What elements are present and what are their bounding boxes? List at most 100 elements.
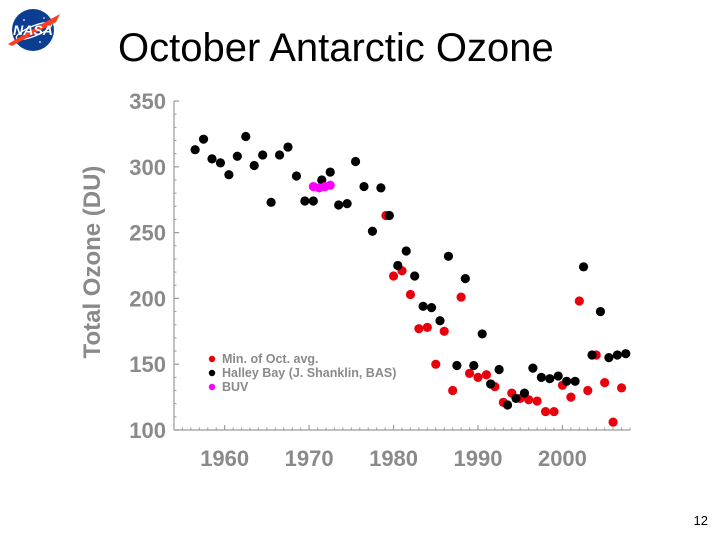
data-point (600, 378, 610, 388)
data-point (456, 292, 466, 302)
data-point (583, 385, 593, 396)
series-2 (308, 180, 335, 193)
logo-text: NASA (13, 22, 53, 38)
data-point (207, 154, 217, 164)
data-point (401, 246, 411, 256)
data-point (291, 171, 302, 181)
page-number: 12 (693, 513, 708, 528)
data-point (426, 303, 437, 313)
data-point (452, 360, 462, 371)
nasa-logo: NASA (4, 4, 62, 54)
data-point (435, 316, 445, 326)
data-point (494, 364, 504, 375)
data-point (405, 289, 416, 300)
data-point (274, 150, 285, 160)
x-tick-label: 1990 (454, 446, 503, 471)
data-point (443, 251, 454, 261)
data-point (464, 368, 475, 379)
data-point (566, 392, 576, 402)
data-point (367, 226, 378, 236)
data-point (595, 306, 606, 317)
data-point (536, 372, 546, 382)
data-point (350, 156, 361, 167)
data-point (608, 417, 618, 427)
data-point (477, 329, 487, 339)
legend-marker (208, 383, 216, 391)
data-point (587, 350, 597, 360)
y-tick-label: 150 (129, 352, 166, 377)
y-tick-label: 200 (129, 286, 166, 311)
y-tick-label: 350 (129, 89, 166, 114)
data-point (384, 210, 394, 221)
data-point (376, 183, 386, 193)
legend-label: Min. of Oct. avg. (222, 352, 319, 366)
x-tick-label: 2000 (538, 446, 587, 471)
data-point (616, 383, 627, 393)
data-point (524, 395, 534, 405)
data-point (473, 372, 483, 382)
data-point (198, 134, 209, 144)
data-point (431, 359, 441, 369)
data-point (342, 199, 352, 209)
chart-axes: 350 300 250 200 150 100 1960 1970 1980 1990 2000 To… (79, 89, 631, 471)
data-point (224, 170, 234, 180)
data-point (422, 322, 432, 332)
data-point (528, 363, 538, 373)
data-point (574, 296, 584, 306)
data-point (553, 371, 563, 381)
data-point (266, 197, 276, 207)
data-point (545, 374, 555, 384)
nasa-meatball-logo-icon: NASA (8, 9, 60, 51)
x-tick-label: 1960 (200, 446, 249, 471)
data-point (190, 145, 200, 155)
data-point (241, 131, 251, 142)
data-point (621, 349, 631, 359)
data-point (502, 400, 513, 410)
data-point (232, 151, 242, 161)
data-point (393, 260, 403, 271)
data-point (439, 326, 449, 336)
legend-label: Halley Bay (J. Shanklin, BAS) (222, 366, 396, 380)
data-point (519, 388, 530, 398)
data-point (325, 167, 335, 177)
y-tick-label: 250 (129, 221, 166, 246)
x-tick-label: 1970 (285, 446, 334, 471)
data-point (562, 376, 572, 386)
data-point (481, 370, 492, 380)
data-point (570, 376, 580, 386)
legend-marker (208, 355, 216, 363)
data-point (308, 196, 318, 206)
data-point (249, 160, 259, 171)
y-tick-label: 100 (129, 418, 166, 443)
chart-marks (190, 131, 631, 427)
data-point (460, 274, 470, 284)
data-point (418, 301, 428, 311)
data-point (325, 180, 335, 190)
data-point (448, 385, 458, 396)
series-0 (381, 210, 627, 427)
data-point (334, 200, 344, 210)
data-point (300, 196, 310, 206)
data-point (486, 379, 496, 389)
series-1 (190, 131, 631, 410)
y-tick-label: 300 (129, 155, 166, 180)
data-point (549, 406, 559, 417)
data-point (359, 181, 369, 192)
chart-legend: Min. of Oct. avg.Halley Bay (J. Shanklin… (208, 352, 396, 394)
data-point (612, 350, 622, 360)
data-point (258, 150, 268, 160)
x-tick-label: 1980 (369, 446, 418, 471)
data-point (469, 360, 479, 371)
legend-marker (208, 369, 216, 377)
data-point (578, 262, 589, 272)
legend-label: BUV (222, 380, 249, 394)
data-point (215, 158, 226, 168)
data-point (410, 271, 420, 281)
data-point (414, 324, 424, 334)
slide-title: October Antarctic Ozone (118, 26, 554, 70)
data-point (540, 406, 551, 417)
data-point (532, 396, 542, 406)
data-point (283, 142, 293, 152)
data-point (604, 353, 614, 363)
